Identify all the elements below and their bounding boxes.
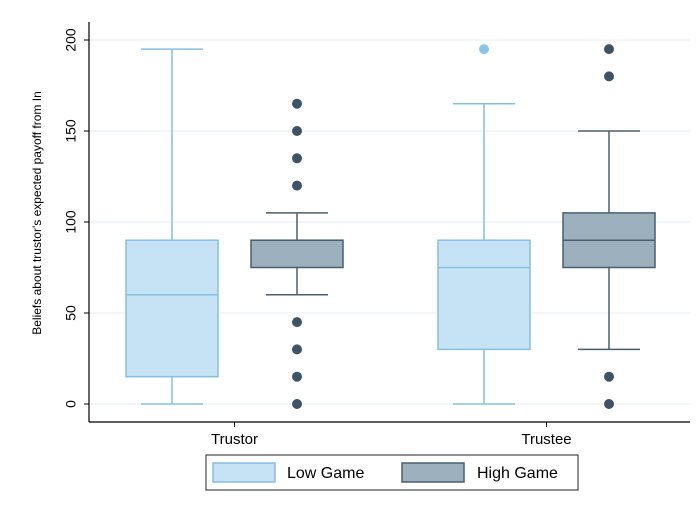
- outlier-point: [604, 71, 614, 82]
- x-category-label-trustor: Trustor: [211, 431, 258, 448]
- box-low-game-trustor: [125, 48, 219, 405]
- outlier-point: [292, 399, 302, 409]
- outlier-point: [292, 153, 302, 164]
- outlier-point: [604, 371, 614, 382]
- outlier-point: [292, 126, 302, 136]
- iqr-box: [437, 239, 531, 351]
- y-tick-label-200: 200: [63, 28, 79, 52]
- outlier-point: [292, 344, 302, 355]
- legend-swatch-low-game: [212, 462, 276, 483]
- y-tick-label-150: 150: [63, 119, 79, 143]
- y-tick-label-0: 0: [63, 400, 79, 408]
- x-category-labels: Trustor Trustee: [211, 422, 572, 448]
- iqr-box: [250, 239, 344, 269]
- box-high-game-trustor: [250, 98, 344, 409]
- box-low-game-trustee: [437, 44, 531, 405]
- legend-swatch-high-game: [401, 462, 465, 483]
- outlier-point: [479, 44, 489, 55]
- outlier-point: [604, 44, 614, 55]
- y-tick-label-50: 50: [63, 305, 79, 321]
- legend: Low Game High Game: [205, 454, 579, 491]
- outlier-point: [292, 98, 302, 109]
- legend-label-low-game: Low Game: [287, 465, 364, 482]
- legend-label-high-game: High Game: [477, 465, 558, 482]
- iqr-box: [125, 239, 219, 378]
- y-axis-label: Beliefs about trustor's expected payoff …: [30, 91, 44, 335]
- x-category-label-trustee: Trustee: [521, 431, 571, 448]
- outlier-point: [292, 371, 302, 382]
- y-tick-label-100: 100: [63, 210, 79, 234]
- outlier-point: [292, 180, 302, 191]
- box-high-game-trustee: [562, 44, 656, 409]
- outlier-point: [604, 399, 614, 409]
- outlier-point: [292, 317, 302, 328]
- y-ticks: 0 50 100 150 200: [63, 28, 89, 408]
- boxes: [125, 44, 656, 409]
